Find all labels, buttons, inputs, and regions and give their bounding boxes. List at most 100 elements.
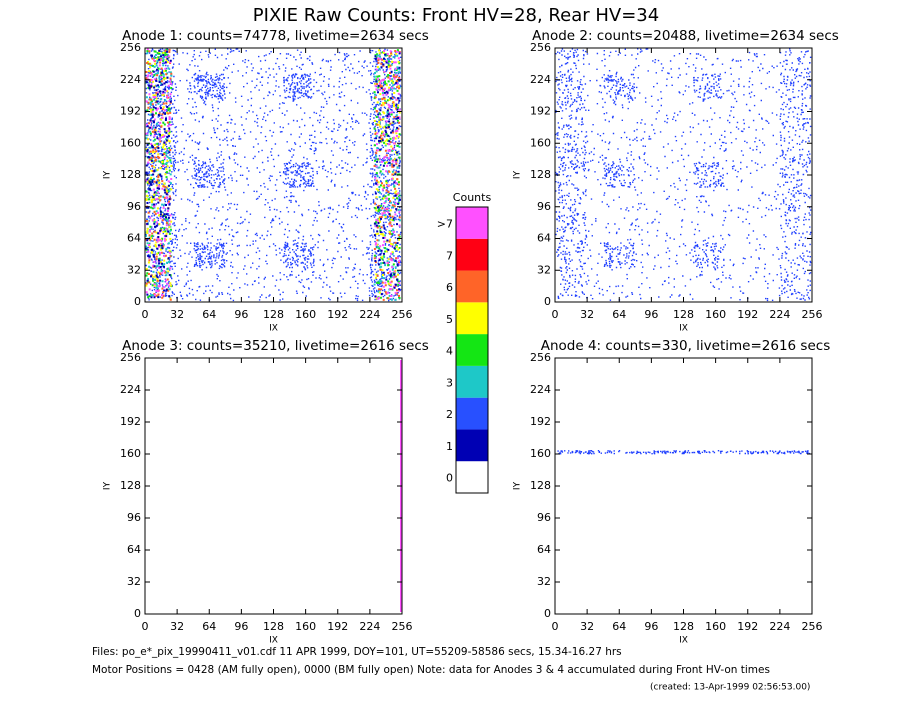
x-tick-label: 128 [263, 620, 284, 633]
x-axis-label: IX [679, 636, 688, 646]
x-tick-label: 0 [142, 620, 149, 633]
y-tick-label: 64 [537, 232, 551, 245]
colorbar-frame [455, 206, 489, 494]
x-tick-label: 192 [737, 620, 758, 633]
y-axis-label: IY [103, 170, 113, 179]
x-tick-label: 160 [295, 308, 316, 321]
colorbar-title: Counts [453, 191, 492, 204]
count-texture [555, 48, 812, 302]
y-tick-label: 256 [120, 41, 141, 54]
y-tick-label: 64 [127, 232, 141, 245]
colorbar-swatch [456, 334, 488, 366]
x-tick-label: 192 [737, 308, 758, 321]
y-tick-label: 0 [134, 295, 141, 308]
x-tick-label: 32 [170, 308, 184, 321]
y-tick-label: 192 [120, 105, 141, 118]
x-tick-label: 96 [234, 308, 248, 321]
y-tick-label: 96 [537, 200, 551, 213]
count-texture [145, 48, 401, 300]
y-tick-label: 32 [127, 575, 141, 588]
colorbar-label: 7 [446, 249, 453, 262]
y-tick-label: 32 [127, 263, 141, 276]
y-tick-label: 192 [530, 105, 551, 118]
x-tick-label: 224 [769, 620, 790, 633]
y-tick-label: 64 [537, 543, 551, 556]
colorbar-swatch [456, 207, 488, 239]
y-tick-label: 224 [530, 383, 551, 396]
colorbar-label: 5 [446, 313, 453, 326]
y-tick-label: 224 [120, 383, 141, 396]
colorbar-swatch [456, 429, 488, 462]
x-axis-label: IX [269, 324, 278, 334]
colorbar-label: 0 [446, 472, 453, 485]
x-tick-label: 96 [644, 620, 658, 633]
y-tick-label: 256 [530, 351, 551, 364]
panel-title: Anode 1: counts=74778, livetime=2634 sec… [122, 28, 429, 44]
y-tick-label: 32 [537, 575, 551, 588]
x-axis-label: IX [679, 324, 688, 334]
x-tick-label: 128 [673, 620, 694, 633]
x-tick-label: 0 [552, 308, 559, 321]
x-tick-label: 192 [327, 308, 348, 321]
y-tick-label: 64 [127, 543, 141, 556]
y-tick-label: 32 [537, 263, 551, 276]
x-tick-label: 256 [802, 308, 823, 321]
colorbar-label: >7 [437, 217, 453, 230]
y-tick-label: 160 [120, 136, 141, 149]
colorbar-swatch [456, 365, 488, 398]
x-tick-label: 224 [359, 620, 380, 633]
y-tick-label: 96 [537, 511, 551, 524]
motor-note: Motor Positions = 0428 (AM fully open), … [92, 664, 770, 676]
y-tick-label: 96 [127, 200, 141, 213]
plot-frame [144, 357, 403, 615]
colorbar-label: 6 [446, 281, 453, 294]
x-tick-label: 64 [612, 308, 626, 321]
x-tick-label: 32 [580, 620, 594, 633]
x-tick-label: 128 [263, 308, 284, 321]
x-tick-label: 160 [705, 308, 726, 321]
colorbar-swatch [456, 238, 488, 271]
colorbar-label: 3 [446, 376, 453, 389]
y-tick-label: 256 [530, 41, 551, 54]
count-texture [557, 450, 811, 455]
x-tick-label: 0 [552, 620, 559, 633]
x-tick-label: 64 [202, 620, 216, 633]
y-tick-label: 160 [530, 136, 551, 149]
plot-frame [554, 357, 813, 615]
x-axis-label: IX [269, 636, 278, 646]
colorbar-label: 4 [446, 345, 453, 358]
y-tick-label: 0 [134, 607, 141, 620]
x-tick-label: 224 [769, 308, 790, 321]
y-tick-label: 128 [120, 479, 141, 492]
created-note: (created: 13-Apr-1999 02:56:53.00) [650, 683, 810, 693]
panel-title: Anode 2: counts=20488, livetime=2634 sec… [532, 28, 839, 44]
y-tick-label: 0 [544, 295, 551, 308]
y-axis-label: IY [103, 481, 113, 490]
count-texture [145, 52, 401, 301]
y-tick-label: 128 [120, 168, 141, 181]
colorbar-swatch [456, 397, 488, 430]
x-tick-label: 256 [392, 308, 413, 321]
colorbar-swatch [456, 270, 488, 303]
y-tick-label: 160 [530, 447, 551, 460]
x-tick-label: 0 [142, 308, 149, 321]
y-tick-label: 128 [530, 479, 551, 492]
x-tick-label: 96 [644, 308, 658, 321]
figure-title: PIXIE Raw Counts: Front HV=28, Rear HV=3… [253, 5, 659, 26]
x-tick-label: 64 [612, 620, 626, 633]
panel-title: Anode 4: counts=330, livetime=2616 secs [541, 338, 830, 354]
plot-frame [554, 47, 813, 303]
x-tick-label: 192 [327, 620, 348, 633]
count-texture [145, 48, 402, 302]
colorbar-label: 1 [446, 440, 453, 453]
y-tick-label: 128 [530, 168, 551, 181]
y-axis-label: IY [513, 170, 523, 179]
x-tick-label: 224 [359, 308, 380, 321]
plot-frame [144, 47, 403, 303]
x-tick-label: 64 [202, 308, 216, 321]
x-tick-label: 128 [673, 308, 694, 321]
files-note: Files: po_e*_pix_19990411_v01.cdf 11 APR… [92, 646, 622, 658]
x-tick-label: 256 [802, 620, 823, 633]
count-texture [145, 48, 401, 301]
